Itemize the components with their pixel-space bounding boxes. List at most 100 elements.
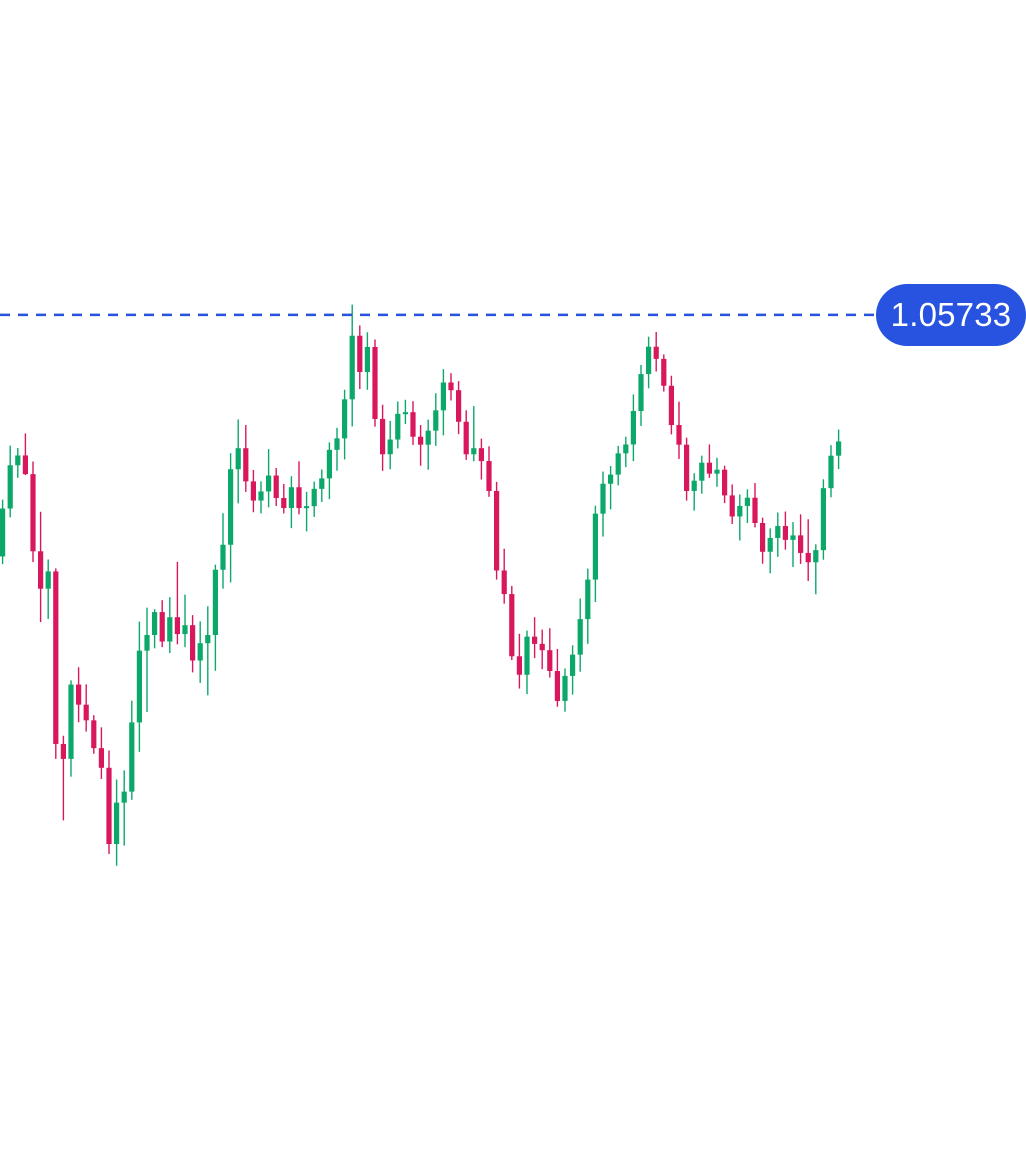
candle[interactable] [106, 750, 112, 855]
candle[interactable] [152, 609, 158, 649]
candle[interactable] [501, 548, 507, 604]
candle[interactable] [22, 433, 28, 476]
candle[interactable] [532, 617, 538, 659]
candle[interactable] [463, 410, 469, 460]
candle[interactable] [516, 633, 522, 689]
candle[interactable] [38, 511, 44, 623]
candle[interactable] [129, 700, 135, 800]
candle[interactable] [326, 442, 332, 500]
candle[interactable] [820, 479, 826, 560]
candle[interactable] [653, 331, 659, 372]
candle[interactable] [60, 735, 66, 821]
candle[interactable] [471, 406, 477, 462]
candle[interactable] [630, 394, 636, 462]
candle[interactable] [311, 481, 317, 517]
candle[interactable] [0, 499, 6, 565]
candle[interactable] [334, 427, 340, 471]
candle[interactable] [288, 476, 294, 529]
candle[interactable] [752, 483, 758, 528]
candle[interactable] [212, 564, 218, 671]
candle[interactable] [304, 491, 310, 532]
candle[interactable] [83, 684, 89, 732]
candle[interactable] [805, 519, 811, 581]
candle[interactable] [494, 481, 500, 580]
candle[interactable] [760, 517, 766, 564]
candle[interactable] [258, 481, 264, 514]
candle[interactable] [144, 607, 150, 712]
candle[interactable] [159, 600, 165, 648]
candle[interactable] [668, 375, 674, 435]
candle[interactable] [699, 455, 705, 494]
candle[interactable] [524, 630, 530, 695]
candle[interactable] [364, 332, 370, 390]
candle[interactable] [570, 645, 576, 695]
candle[interactable] [380, 404, 386, 471]
candle[interactable] [676, 401, 682, 459]
candle[interactable] [646, 336, 652, 389]
candle[interactable] [623, 436, 629, 468]
candle[interactable] [98, 727, 104, 780]
candle[interactable] [767, 528, 773, 574]
candle[interactable] [782, 511, 788, 550]
candle[interactable] [775, 512, 781, 557]
candle[interactable] [737, 494, 743, 541]
candle[interactable] [836, 429, 842, 469]
candle[interactable] [790, 522, 796, 567]
candle[interactable] [197, 621, 203, 683]
candle[interactable] [205, 606, 211, 696]
candle[interactable] [539, 629, 545, 670]
candle[interactable] [425, 419, 431, 470]
candle[interactable] [691, 473, 697, 511]
candle[interactable] [828, 445, 834, 498]
candle[interactable] [387, 420, 393, 470]
candle[interactable] [182, 594, 188, 648]
candle[interactable] [235, 419, 241, 504]
candle[interactable] [486, 446, 492, 497]
candle[interactable] [136, 621, 142, 752]
candle[interactable] [608, 465, 614, 510]
candle[interactable] [706, 444, 712, 478]
candle[interactable] [478, 438, 484, 480]
candle[interactable] [174, 561, 180, 645]
candle[interactable] [638, 364, 644, 426]
candle[interactable] [798, 514, 804, 564]
candle[interactable] [661, 354, 667, 392]
candle[interactable] [813, 544, 819, 595]
candle[interactable] [722, 465, 728, 504]
candle[interactable] [342, 389, 348, 460]
candle[interactable] [456, 381, 462, 435]
candle[interactable] [714, 457, 720, 487]
candle[interactable] [372, 339, 378, 427]
candle[interactable] [547, 628, 553, 678]
candle[interactable] [418, 425, 424, 466]
candle[interactable] [410, 401, 416, 445]
candle[interactable] [30, 461, 36, 563]
candle[interactable] [220, 513, 226, 589]
candle[interactable] [296, 461, 302, 515]
candle[interactable] [684, 437, 690, 501]
candle[interactable] [395, 401, 401, 449]
candle[interactable] [190, 615, 196, 673]
candle[interactable] [45, 559, 51, 619]
candle[interactable] [440, 369, 446, 436]
candle[interactable] [266, 449, 272, 508]
candle[interactable] [349, 304, 355, 427]
candle[interactable] [91, 715, 97, 754]
candle[interactable] [729, 484, 735, 524]
candle[interactable] [7, 445, 13, 518]
candle[interactable] [243, 425, 249, 492]
candle[interactable] [68, 680, 74, 777]
candle[interactable] [15, 447, 21, 478]
candle[interactable] [121, 770, 127, 846]
candle[interactable] [402, 399, 408, 425]
candle[interactable] [585, 568, 591, 644]
candle[interactable] [509, 585, 515, 661]
candle[interactable] [448, 373, 454, 401]
candle[interactable] [114, 779, 120, 866]
candle[interactable] [53, 568, 59, 759]
candle[interactable] [744, 489, 750, 524]
candle[interactable] [250, 469, 256, 513]
candle[interactable] [615, 445, 621, 486]
candle[interactable] [592, 505, 598, 603]
